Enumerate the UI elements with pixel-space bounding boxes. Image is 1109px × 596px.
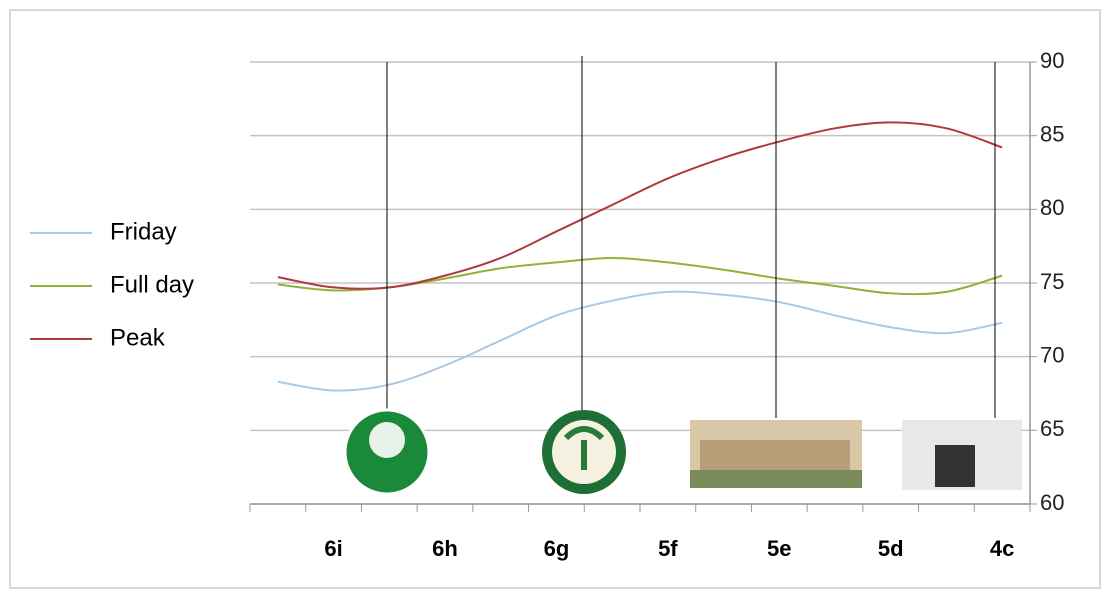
x-tick-label: 5f: [658, 536, 678, 561]
y-tick-label: 85: [1040, 121, 1064, 146]
legend-label: Friday: [110, 218, 177, 245]
logos: [343, 56, 1022, 496]
x-tick-label: 6g: [544, 536, 570, 561]
building: [935, 445, 975, 487]
y-tick-label: 75: [1040, 269, 1064, 294]
y-tick-label: 65: [1040, 416, 1064, 441]
series-line: [277, 290, 1003, 392]
chart-frame: [9, 9, 1101, 589]
y-tick-label: 60: [1040, 490, 1064, 515]
logo: [369, 422, 405, 458]
logo: [563, 426, 605, 470]
x-tick-label: 5e: [767, 536, 791, 561]
x-tick-label: 6i: [324, 536, 342, 561]
y-tick-label: 80: [1040, 195, 1064, 220]
building: [700, 440, 850, 470]
y-tick-label: 90: [1040, 48, 1064, 73]
building: [690, 470, 862, 488]
series-line: [277, 121, 1003, 290]
legend-label: Full day: [110, 271, 194, 298]
y-tick-label: 70: [1040, 342, 1064, 367]
x-tick-label: 5d: [878, 536, 904, 561]
x-tick-label: 6h: [432, 536, 458, 561]
x-tick-label: 4c: [990, 536, 1014, 561]
legend-label: Peak: [110, 324, 166, 351]
